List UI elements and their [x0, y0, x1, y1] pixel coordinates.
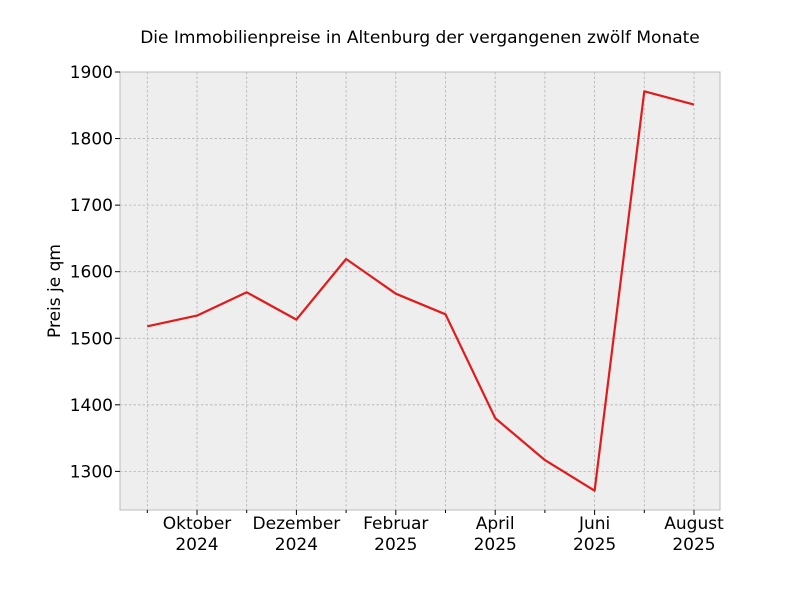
- series-line: [147, 90, 695, 492]
- chart-title: Die Immobilienpreise in Altenburg der ve…: [140, 28, 700, 48]
- plot-area: [119, 71, 721, 511]
- x-tick-label-year: 2025: [474, 535, 517, 555]
- y-tick-label: 1400: [70, 396, 113, 416]
- x-axis: Oktober2024Dezember2024Februar2025April2…: [146, 510, 724, 555]
- x-tick-label-year: 2025: [374, 535, 417, 555]
- y-tick-label: 1800: [70, 130, 113, 150]
- x-tick-label: Dezember: [253, 514, 341, 534]
- x-tick-label: August: [664, 514, 724, 534]
- x-tick-label: April: [476, 514, 515, 534]
- y-tick-label: 1900: [70, 63, 113, 83]
- y-axis: 1300 1400 1500 1600 1700 1800 1900: [70, 63, 120, 482]
- grid-lines: [120, 72, 720, 510]
- x-tick-label-year: 2024: [175, 535, 218, 555]
- y-tick-label: 1300: [70, 462, 113, 482]
- y-axis-label: Preis je qm: [45, 244, 65, 338]
- x-tick-label: Juni: [578, 514, 610, 534]
- x-tick-label-year: 2024: [275, 535, 318, 555]
- x-tick-label-year: 2025: [672, 535, 715, 555]
- x-tick-label-year: 2025: [573, 535, 616, 555]
- y-tick-label: 1500: [70, 329, 113, 349]
- series-group: [147, 90, 695, 492]
- x-tick-label: Februar: [363, 514, 428, 534]
- y-tick-label: 1700: [70, 196, 113, 216]
- x-tick-label: Oktober: [163, 514, 232, 534]
- y-tick-label: 1600: [70, 263, 113, 283]
